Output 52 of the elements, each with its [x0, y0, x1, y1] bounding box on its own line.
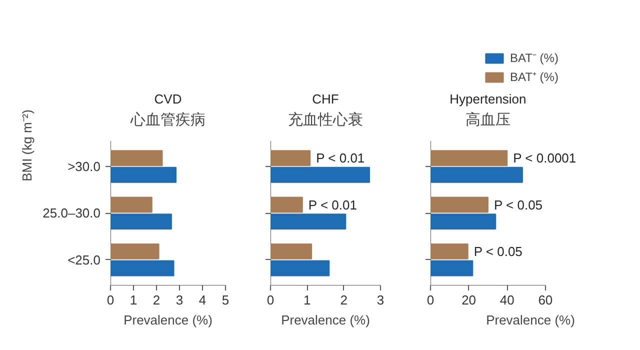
y-axis-title: BMI (kg m⁻²) [20, 110, 35, 182]
x-tick-label: 1 [130, 292, 138, 308]
bar [430, 214, 496, 230]
annotation: P < 0.05 [494, 197, 543, 212]
y-tick-label: 25.0–30.0 [42, 206, 101, 221]
x-axis-title: Prevalence (%) [281, 312, 370, 328]
x-tick-label: 4 [198, 292, 206, 308]
bar [270, 214, 346, 230]
x-tick-label: 3 [376, 292, 384, 308]
x-tick-label: 20 [462, 292, 476, 308]
x-tick-label: 0 [426, 292, 434, 308]
bar [430, 166, 523, 183]
y-tick-label: >30.0 [68, 159, 101, 174]
x-tick-label: 0 [266, 292, 274, 308]
bar [110, 260, 174, 276]
bar [110, 243, 160, 260]
bar [110, 196, 152, 213]
bar [270, 150, 311, 166]
x-tick-label: 1 [304, 292, 311, 308]
x-tick-label: 2 [340, 292, 348, 308]
annotation: P < 0.01 [316, 150, 365, 166]
x-axis-title: Prevalence (%) [486, 312, 575, 328]
x-tick-label: 40 [500, 292, 514, 308]
chart-title: Hypertension [450, 91, 526, 106]
bar [270, 196, 303, 213]
annotation: P < 0.0001 [513, 150, 576, 166]
x-tick-label: 5 [222, 292, 230, 308]
chart-subtitle: 高血压 [465, 111, 510, 128]
bar [430, 243, 468, 260]
bar [430, 150, 508, 166]
chart-subtitle: 心血管疾病 [130, 111, 206, 128]
x-axis-title: Prevalence (%) [124, 312, 212, 328]
x-tick-label: 0 [106, 292, 114, 308]
chart-title: CHF [312, 91, 339, 106]
legend-label: BAT⁺ (%) [510, 69, 558, 85]
bar [110, 214, 172, 230]
chart-title: CVD [154, 91, 182, 106]
x-tick-label: 3 [176, 292, 184, 308]
x-tick-label: 2 [152, 292, 160, 308]
bar [430, 260, 474, 276]
annotation: P < 0.01 [308, 197, 357, 212]
y-tick-label: <25.0 [68, 252, 101, 268]
bar [430, 196, 488, 213]
bar [110, 166, 177, 183]
bar [270, 166, 370, 183]
bar [270, 243, 312, 260]
x-tick-label: 60 [538, 292, 553, 308]
bar [270, 260, 330, 276]
chart-subtitle: 充血性心衰 [288, 111, 363, 128]
bar [110, 150, 163, 166]
legend-label: BAT⁻ (%) [510, 50, 558, 66]
annotation: P < 0.05 [474, 244, 522, 259]
